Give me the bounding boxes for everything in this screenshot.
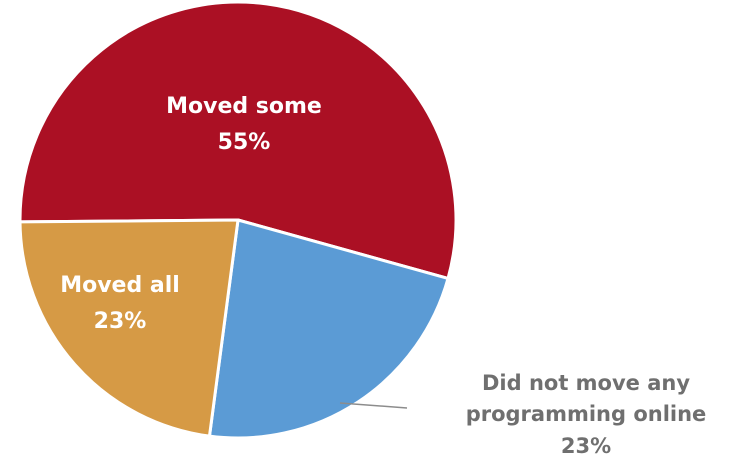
slice-label-moved-all: Moved all [60,273,180,298]
pie-slices [18,0,458,440]
slice-value-moved-some: 55% [218,130,271,155]
pie-slice-moved-some [18,0,458,280]
pie-slice-moved-all [18,218,240,438]
slice-label-did-not-move-line-1: Did not move any [482,371,690,395]
slice-value-moved-all: 23% [94,309,147,334]
leader-line [339,402,408,409]
pie-slice-did-not-move [207,218,450,440]
slice-label-moved-some: Moved some [166,94,322,119]
slice-value-did-not-move: 23% [561,434,611,458]
slice-label-did-not-move-line-2: programming online [466,402,707,426]
